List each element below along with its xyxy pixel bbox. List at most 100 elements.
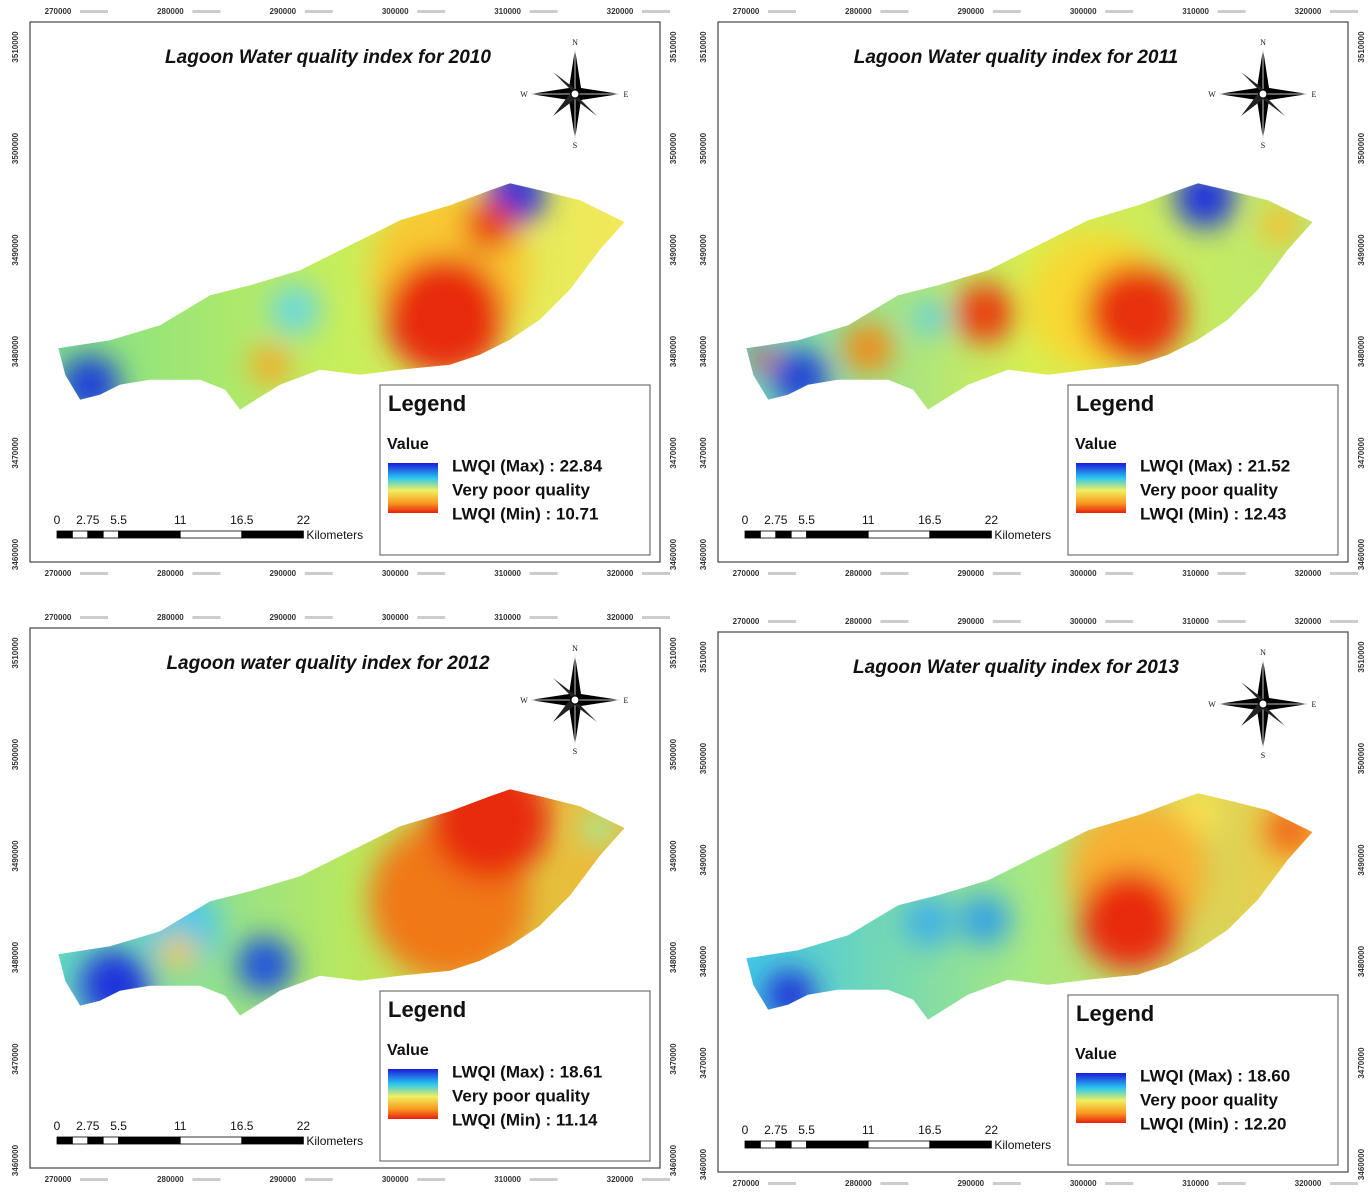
y-tick-label: 3500000: [11, 738, 20, 770]
y-tick-label: 3490000: [699, 234, 708, 266]
tick-dash: [1217, 572, 1246, 575]
x-tick-label: 290000: [269, 613, 296, 622]
lagoon-outline: [745, 182, 1314, 411]
y-tick-label: 3460000: [11, 1144, 20, 1176]
scale-segment: [72, 1136, 89, 1145]
tick-dash: [304, 1178, 333, 1181]
tick-dash: [417, 616, 446, 619]
lagoon-outline: [57, 182, 626, 411]
x-tick-label: 320000: [1295, 569, 1322, 578]
tick-dash: [192, 10, 221, 13]
scale-unit: Kilometers: [306, 1134, 363, 1148]
legend-heading: Value: [1075, 436, 1117, 453]
x-tick-label: 290000: [269, 1175, 296, 1184]
legend-mid: Very poor quality: [452, 480, 590, 499]
scale-label: 2.75: [764, 1123, 788, 1137]
lagoon-outline: [57, 788, 626, 1017]
x-tick-label: 300000: [1070, 569, 1097, 578]
y-tick-label: 3470000: [11, 1043, 20, 1075]
x-tick-label: 290000: [269, 7, 296, 16]
compass-n: N: [572, 38, 578, 47]
scale-label: 11: [174, 1119, 187, 1133]
tick-dash: [80, 616, 108, 619]
quality-zone: [912, 300, 948, 336]
tick-dash: [417, 1178, 446, 1181]
legend: Legend Value LWQI (Max) : 18.61 Very poor q…: [379, 990, 651, 1162]
legend-mid: Very poor quality: [1140, 480, 1278, 499]
map-panel: 270000 270000 280000 280000 290000 290000 3000…: [11, 613, 678, 1184]
scale-label: 11: [862, 1123, 875, 1137]
quality-zone: [1260, 205, 1300, 245]
legend-min: LWQI (Min) : 12.20: [1140, 1114, 1286, 1133]
tick-dash: [417, 10, 446, 13]
tick-dash: [417, 572, 446, 575]
tick-dash: [1105, 620, 1134, 623]
compass-hub: [1258, 89, 1268, 99]
scale-label: 2.75: [76, 513, 100, 527]
x-tick-label: 320000: [607, 613, 634, 622]
compass-e: E: [1312, 700, 1317, 709]
y-tick-label: 3460000: [699, 538, 708, 570]
scale-segment: [744, 1140, 761, 1149]
x-tick-label: 310000: [494, 7, 521, 16]
quality-zone: [843, 323, 893, 373]
quality-zone: [1175, 183, 1235, 228]
scale-segment: [102, 530, 119, 539]
tick-dash: [642, 1178, 670, 1181]
tick-dash: [529, 572, 558, 575]
tick-dash: [768, 1182, 796, 1185]
x-tick-label: 290000: [957, 569, 984, 578]
x-tick-label: 300000: [1070, 7, 1097, 16]
legend-title: Legend: [388, 997, 466, 1022]
y-tick-label: 3480000: [669, 335, 678, 367]
scale-unit: Kilometers: [994, 1138, 1051, 1152]
legend-ramp: [388, 1069, 438, 1119]
x-tick-label: 270000: [45, 569, 72, 578]
tick-dash: [1105, 1182, 1134, 1185]
scale-label: 16.5: [918, 1123, 942, 1137]
x-tick-label: 270000: [733, 7, 760, 16]
scale-segment: [760, 530, 777, 539]
x-tick-label: 310000: [494, 1175, 521, 1184]
x-tick-label: 280000: [157, 7, 184, 16]
scale-label: 2.75: [76, 1119, 100, 1133]
scale-label: 2.75: [764, 513, 788, 527]
scale-segment: [241, 1136, 304, 1145]
tick-dash: [1217, 620, 1246, 623]
quality-zone: [250, 345, 290, 385]
tick-dash: [992, 10, 1021, 13]
tick-dash: [192, 616, 221, 619]
legend-mid: Very poor quality: [1140, 1090, 1278, 1109]
scale-label: 11: [862, 513, 875, 527]
y-tick-label: 3480000: [669, 941, 678, 973]
north-arrow: N S E W: [520, 644, 628, 756]
y-tick-label: 3480000: [11, 335, 20, 367]
legend-heading: Value: [387, 436, 429, 453]
y-tick-label: 3510000: [669, 31, 678, 63]
y-tick-label: 3480000: [11, 941, 20, 973]
y-tick-label: 3500000: [1357, 742, 1366, 774]
x-tick-label: 320000: [1295, 7, 1322, 16]
compass-e: E: [624, 696, 629, 705]
scale-segment: [118, 530, 181, 539]
scale-segment: [760, 1140, 777, 1149]
scale-segment: [775, 530, 792, 539]
compass-star-inner: [529, 48, 620, 139]
x-tick-label: 270000: [45, 7, 72, 16]
scale-label: 22: [985, 1123, 999, 1137]
tick-dash: [768, 10, 796, 13]
y-tick-label: 3480000: [699, 335, 708, 367]
compass-n: N: [1260, 648, 1266, 657]
tick-dash: [1330, 1182, 1358, 1185]
x-tick-label: 320000: [1295, 617, 1322, 626]
y-tick-label: 3460000: [669, 1144, 678, 1176]
y-tick-label: 3510000: [11, 31, 20, 63]
scale-segment: [929, 1140, 992, 1149]
scale-segment: [806, 1140, 869, 1149]
quality-zone: [903, 897, 953, 947]
x-tick-label: 280000: [157, 1175, 184, 1184]
legend-heading: Value: [387, 1042, 429, 1059]
legend-ramp: [1076, 463, 1126, 513]
scale-label: 22: [297, 1119, 311, 1133]
